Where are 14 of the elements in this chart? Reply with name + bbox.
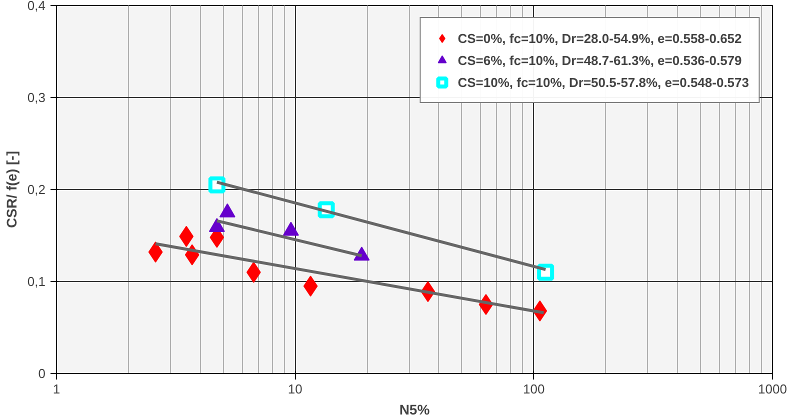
y-tick-label: 0,4	[27, 0, 46, 13]
legend-label: CS=6%, fc=10%, Dr=48.7-61.3%, e=0.536-0.579	[458, 52, 742, 68]
y-tick-label: 0,3	[27, 90, 46, 105]
legend-label: CS=10%, fc=10%, Dr=50.5-57.8%, e=0.548-0.573	[458, 74, 749, 90]
y-tick-label: 0,2	[27, 182, 46, 197]
y-tick-label: 0	[38, 366, 46, 381]
x-axis-title: N5%	[399, 402, 430, 418]
y-axis-title: CSR/ f(e) [-]	[3, 150, 20, 228]
x-tick-label: 10	[288, 382, 302, 396]
x-tick-label: 1000	[758, 382, 787, 396]
x-tick-label: 1	[52, 382, 60, 396]
y-tick-label: 0,1	[27, 274, 46, 289]
legend-label: CS=0%, fc=10%, Dr=28.0-54.9%, e=0.558-0.652	[458, 30, 742, 46]
x-tick-label: 100	[522, 382, 545, 396]
